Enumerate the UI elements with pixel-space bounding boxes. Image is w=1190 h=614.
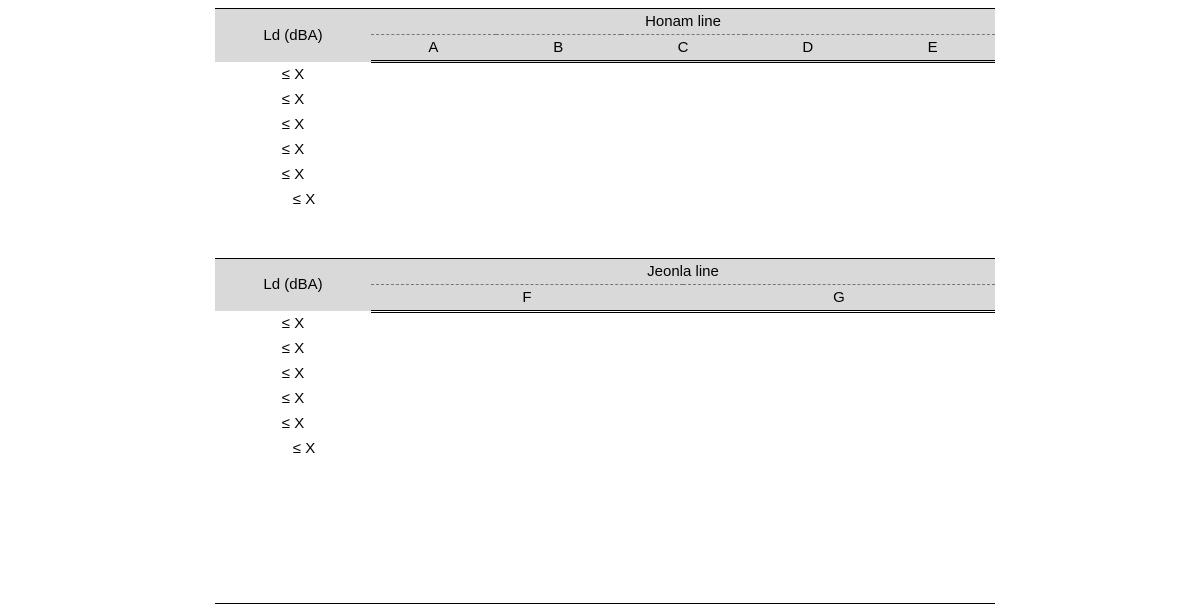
table-jeonla-cell [371,336,683,361]
table-honam-col-E: E [870,35,995,62]
table-honam-cell [371,187,496,212]
table-honam-row: ≤ X [215,112,995,137]
table-honam-row: ≤ X [215,137,995,162]
table-honam-row-label: ≤ X [215,162,371,187]
table-honam-row: ≤ X [215,162,995,187]
table-honam-cell [371,112,496,137]
table-jeonla-row: ≤ X [215,311,995,336]
table-honam-row: ≤ X [215,62,995,87]
table-honam-cell [745,137,870,162]
table-jeonla-row-label: ≤ X [215,436,371,461]
table-honam-padding-row [215,212,995,230]
table-jeonla-row-label: ≤ X [215,311,371,336]
table-honam-col-B: B [496,35,621,62]
table-honam-cell [621,187,746,212]
table-honam-cell [745,112,870,137]
table-honam-rowheader: Ld (dBA) [215,9,371,62]
page-bottom-rule [215,603,995,604]
table-honam-row-label: ≤ X [215,112,371,137]
table-honam: Ld (dBA) Honam line ABCDE ≤ X≤ X≤ X≤ X≤ … [215,8,995,230]
table-honam-row-label: ≤ X [215,62,371,87]
table-honam-row: ≤ X [215,87,995,112]
table-honam-cell [621,137,746,162]
table-honam-body: ≤ X≤ X≤ X≤ X≤ X≤ X [215,62,995,230]
table-jeonla-row-label: ≤ X [215,361,371,386]
table-honam-cell [870,187,995,212]
table-jeonla-cell [683,411,995,436]
table-honam-row-label: ≤ X [215,187,371,212]
table-jeonla-row: ≤ X [215,411,995,436]
table-jeonla-col-G: G [683,284,995,311]
table-honam-cell [371,162,496,187]
table-jeonla-header-row1: Ld (dBA) Jeonla line [215,258,995,284]
table-honam-cell [496,187,621,212]
table-honam-cell [371,87,496,112]
table-gap [215,230,995,258]
table-jeonla-row-label: ≤ X [215,386,371,411]
table-honam-cell [745,87,870,112]
table-jeonla-cell [683,386,995,411]
table-honam-row-label: ≤ X [215,87,371,112]
table-honam-groupheader: Honam line [371,9,995,35]
table-honam-cell [745,187,870,212]
page: Ld (dBA) Honam line ABCDE ≤ X≤ X≤ X≤ X≤ … [0,0,1190,614]
table-jeonla-body: ≤ X≤ X≤ X≤ X≤ X≤ X [215,311,995,479]
table-honam-cell [496,112,621,137]
table-honam-cell [621,112,746,137]
table-jeonla-col-F: F [371,284,683,311]
table-honam-cell [870,87,995,112]
table-jeonla-row: ≤ X [215,361,995,386]
table-jeonla-cell [371,411,683,436]
table-honam-cell [496,87,621,112]
table-honam-cell [621,162,746,187]
table-honam-row-label: ≤ X [215,137,371,162]
table-honam-cell [745,162,870,187]
table-honam-cell [870,62,995,87]
table-jeonla-rowheader: Ld (dBA) [215,258,371,311]
table-jeonla-cell [683,311,995,336]
table-jeonla-padding-row [215,461,995,479]
table-jeonla-row-label: ≤ X [215,411,371,436]
table-honam-col-A: A [371,35,496,62]
table-honam-col-D: D [745,35,870,62]
table-honam-cell [621,62,746,87]
table-honam-cell [371,62,496,87]
table-jeonla-cell [371,386,683,411]
table-jeonla-row-label: ≤ X [215,336,371,361]
table-jeonla-cell [371,361,683,386]
table-honam-cell [496,137,621,162]
table-jeonla-cell [683,436,995,461]
table-jeonla-cell [683,361,995,386]
table-jeonla-row: ≤ X [215,386,995,411]
table-honam-header-row1: Ld (dBA) Honam line [215,9,995,35]
table-jeonla-row: ≤ X [215,336,995,361]
table-honam-cell [496,162,621,187]
table-honam-cell [870,112,995,137]
table-jeonla: Ld (dBA) Jeonla line FG ≤ X≤ X≤ X≤ X≤ X≤… [215,258,995,480]
table-jeonla-cell [371,436,683,461]
table-honam-cell [496,62,621,87]
table-jeonla-groupheader: Jeonla line [371,258,995,284]
table-honam-cell [745,62,870,87]
table-honam-col-C: C [621,35,746,62]
table-honam-row: ≤ X [215,187,995,212]
table-jeonla-cell [371,311,683,336]
table-honam-cell [621,87,746,112]
table-honam-cell [870,137,995,162]
table-jeonla-row: ≤ X [215,436,995,461]
table-honam-cell [870,162,995,187]
table-honam-cell [371,137,496,162]
table-jeonla-cell [683,336,995,361]
